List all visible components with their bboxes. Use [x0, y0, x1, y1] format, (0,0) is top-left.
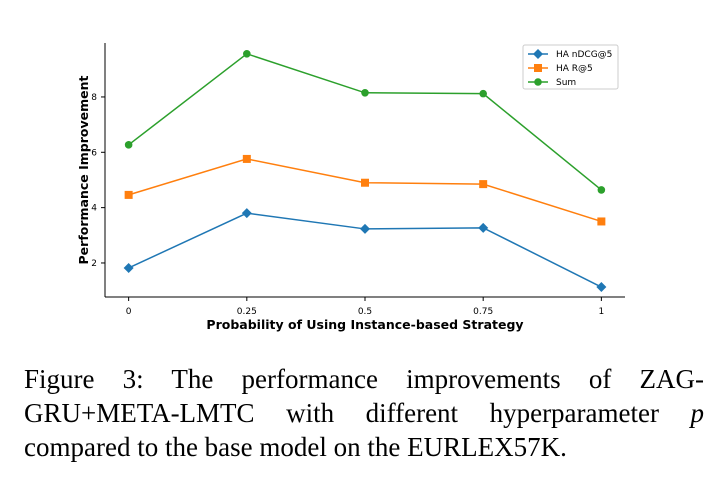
data-point [124, 141, 133, 149]
legend-label: HA R@5 [556, 64, 593, 74]
data-point [597, 217, 606, 226]
legend-label: HA nDCG@5 [556, 50, 612, 60]
figure-caption: Figure 3: The performance improvements o… [24, 362, 704, 464]
data-point [243, 49, 251, 58]
legend-marker [534, 78, 542, 86]
x-tick-label: 1 [598, 307, 604, 317]
axes: 0 0.25 0.5 0.75 1 2 4 6 8 [91, 43, 625, 317]
data-point [242, 154, 251, 163]
caption-suffix: with different hyperparameter [254, 398, 691, 428]
series-ha-ndcg-5 [123, 208, 607, 293]
data-point [241, 208, 252, 219]
x-tick-label: 0 [126, 307, 132, 317]
caption-param: p [690, 398, 705, 428]
legend: HA nDCG@5 HA R@5 Sum [522, 44, 619, 90]
data-point [596, 282, 607, 293]
y-tick-label: 8 [91, 93, 97, 103]
data-point [478, 222, 489, 233]
series-group [123, 49, 607, 293]
legend-marker [534, 64, 542, 72]
legend-label: Sum [556, 78, 576, 88]
caption-method: META-LMTC [96, 398, 255, 428]
data-point [123, 262, 134, 273]
y-tick-label: 4 [91, 204, 97, 214]
series-sum [124, 49, 606, 194]
legend-box [522, 44, 619, 90]
x-tick-label: 0.25 [237, 307, 257, 317]
data-point [124, 190, 133, 199]
caption-end: compared to the base model on the EURLEX… [24, 432, 567, 462]
data-point [361, 89, 369, 97]
x-tick-label: 0.5 [358, 307, 372, 317]
x-tick-label: 0.75 [473, 307, 493, 317]
data-point [597, 186, 606, 194]
y-tick-label: 2 [91, 259, 97, 269]
series-ha-r-5 [124, 154, 606, 226]
line-chart: 0 0.25 0.5 0.75 1 2 4 6 8 HA nDCG@5 HA R@5 Sum Pro… [76, 43, 625, 332]
data-point [361, 178, 369, 187]
data-point [360, 223, 370, 234]
caption-prefix: Figure 3: The performance improvements o… [24, 364, 704, 428]
y-axis-label: Performance Improvement [76, 75, 91, 264]
y-tick-label: 6 [91, 148, 97, 158]
legend-marker [533, 49, 543, 59]
x-axis-label: Probability of Using Instance-based Stra… [206, 317, 523, 332]
data-point [479, 180, 488, 189]
data-point [479, 89, 487, 98]
series-line [128, 158, 602, 223]
